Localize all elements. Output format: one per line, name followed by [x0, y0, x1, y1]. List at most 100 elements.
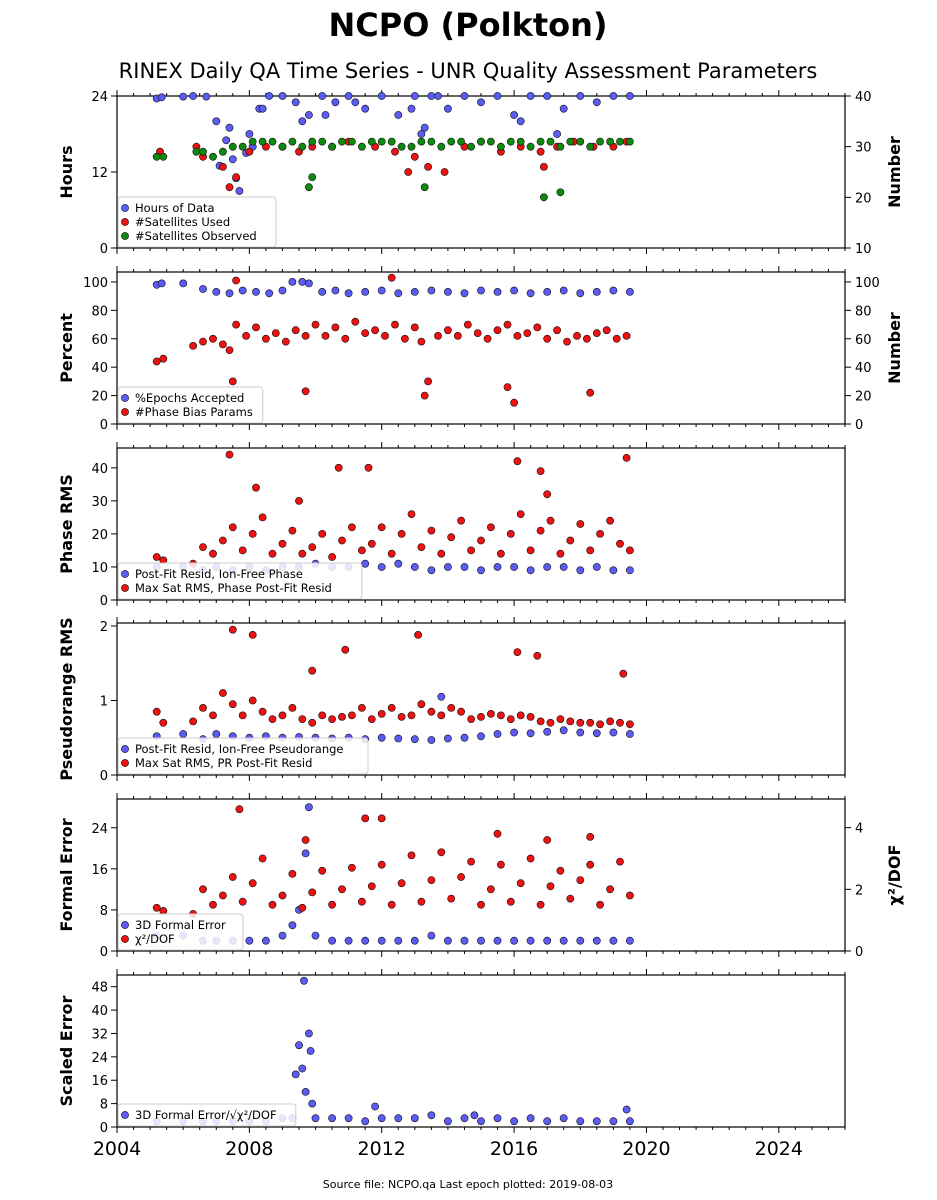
- data-point: [510, 1117, 518, 1126]
- data-point: [377, 814, 386, 823]
- data-point: [543, 287, 552, 296]
- data-point: [245, 147, 254, 156]
- data-point: [602, 326, 611, 335]
- data-point: [553, 326, 561, 335]
- data-point: [626, 566, 634, 575]
- data-point: [367, 539, 376, 548]
- data-point: [298, 117, 307, 126]
- data-point: [159, 354, 168, 363]
- data-point: [391, 320, 399, 329]
- legend-marker: [121, 921, 129, 929]
- data-point: [278, 931, 287, 940]
- data-point: [318, 287, 327, 296]
- data-point: [410, 92, 419, 100]
- data-point: [189, 92, 197, 100]
- data-point: [467, 857, 475, 866]
- data-point: [477, 713, 485, 721]
- data-point: [576, 92, 585, 100]
- legend-marker: [121, 394, 129, 402]
- data-point: [308, 137, 317, 146]
- data-point: [218, 689, 227, 697]
- data-point: [447, 704, 456, 712]
- data-point: [443, 287, 452, 296]
- data-point: [516, 711, 525, 720]
- y2-tick-label: 80: [855, 304, 872, 319]
- data-point: [377, 286, 386, 295]
- data-point: [394, 111, 403, 119]
- data-point: [420, 123, 429, 132]
- data-point: [341, 645, 350, 654]
- data-point: [457, 516, 465, 525]
- legend-marker: [121, 1111, 129, 1119]
- y-tick-label: 40: [91, 462, 108, 477]
- y-axis-label: Percent: [57, 313, 76, 383]
- data-point: [298, 715, 307, 723]
- data-point: [407, 510, 416, 518]
- data-point: [278, 142, 287, 151]
- data-point: [377, 92, 386, 100]
- data-point: [556, 549, 565, 558]
- y-tick-label: 0: [100, 594, 108, 609]
- data-point: [225, 346, 234, 354]
- data-point: [619, 669, 628, 678]
- data-point: [218, 147, 227, 156]
- data-point: [258, 137, 267, 146]
- data-point: [347, 863, 356, 872]
- data-point: [328, 1114, 336, 1123]
- data-point: [543, 490, 552, 499]
- data-point: [338, 885, 346, 894]
- data-point: [440, 168, 449, 176]
- data-point: [612, 334, 621, 343]
- data-point: [387, 704, 396, 712]
- data-point: [417, 337, 426, 346]
- data-point: [493, 730, 502, 738]
- data-point: [443, 104, 452, 113]
- data-point: [225, 289, 234, 298]
- data-point: [228, 523, 237, 532]
- y-tick-label: 0: [100, 242, 108, 257]
- data-point: [367, 137, 376, 146]
- data-point: [546, 718, 555, 727]
- data-point: [311, 320, 320, 329]
- data-point: [152, 707, 161, 716]
- y-axis-label: Hours: [57, 145, 76, 198]
- y-tick-label: 24: [91, 1051, 108, 1066]
- data-point: [616, 137, 624, 146]
- data-point: [252, 483, 260, 492]
- data-point: [626, 546, 634, 555]
- data-point: [606, 717, 614, 726]
- data-point: [543, 727, 552, 736]
- y-axis-label: Scaled Error: [57, 996, 76, 1107]
- data-point: [460, 733, 469, 742]
- data-point: [331, 98, 340, 107]
- data-point: [556, 866, 565, 875]
- data-point: [209, 900, 217, 909]
- data-point: [609, 92, 618, 100]
- data-point: [493, 936, 502, 945]
- y-tick-label: 0: [100, 1121, 108, 1136]
- data-point: [536, 526, 545, 535]
- data-point: [248, 530, 257, 538]
- data-point: [258, 707, 267, 716]
- data-point: [626, 137, 634, 146]
- y-tick-label: 60: [91, 333, 108, 348]
- data-point: [338, 536, 346, 545]
- y2-tick-label: 4: [855, 822, 863, 837]
- data-point: [606, 516, 614, 525]
- data-point: [338, 137, 346, 146]
- data-point: [526, 854, 535, 863]
- legend-marker: [121, 759, 129, 767]
- data-point: [301, 331, 310, 340]
- data-point: [516, 137, 525, 146]
- data-point: [261, 334, 270, 343]
- data-point: [364, 463, 373, 472]
- data-point: [506, 530, 515, 538]
- data-point: [238, 897, 247, 906]
- data-point: [543, 836, 552, 844]
- data-point: [308, 666, 317, 675]
- data-point: [218, 340, 227, 349]
- data-point: [576, 289, 585, 298]
- data-point: [248, 137, 257, 146]
- data-point: [526, 142, 535, 151]
